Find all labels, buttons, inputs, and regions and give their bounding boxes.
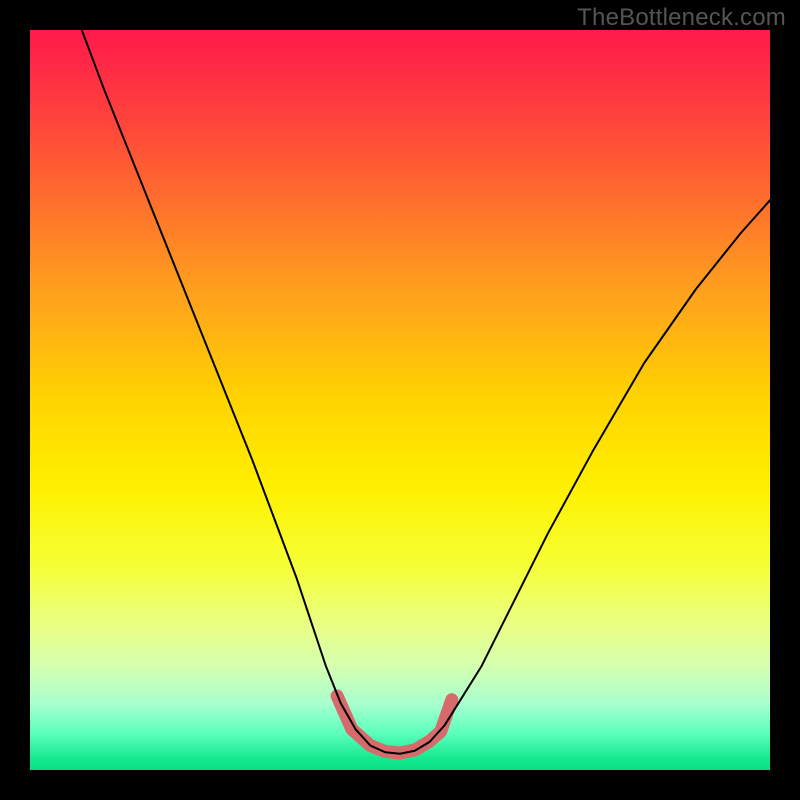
plot-background-gradient bbox=[30, 30, 770, 770]
plot-area bbox=[30, 30, 770, 770]
watermark-text: TheBottleneck.com bbox=[577, 4, 786, 32]
chart-stage: TheBottleneck.com bbox=[0, 0, 800, 800]
bottleneck-curve-chart bbox=[0, 0, 800, 800]
